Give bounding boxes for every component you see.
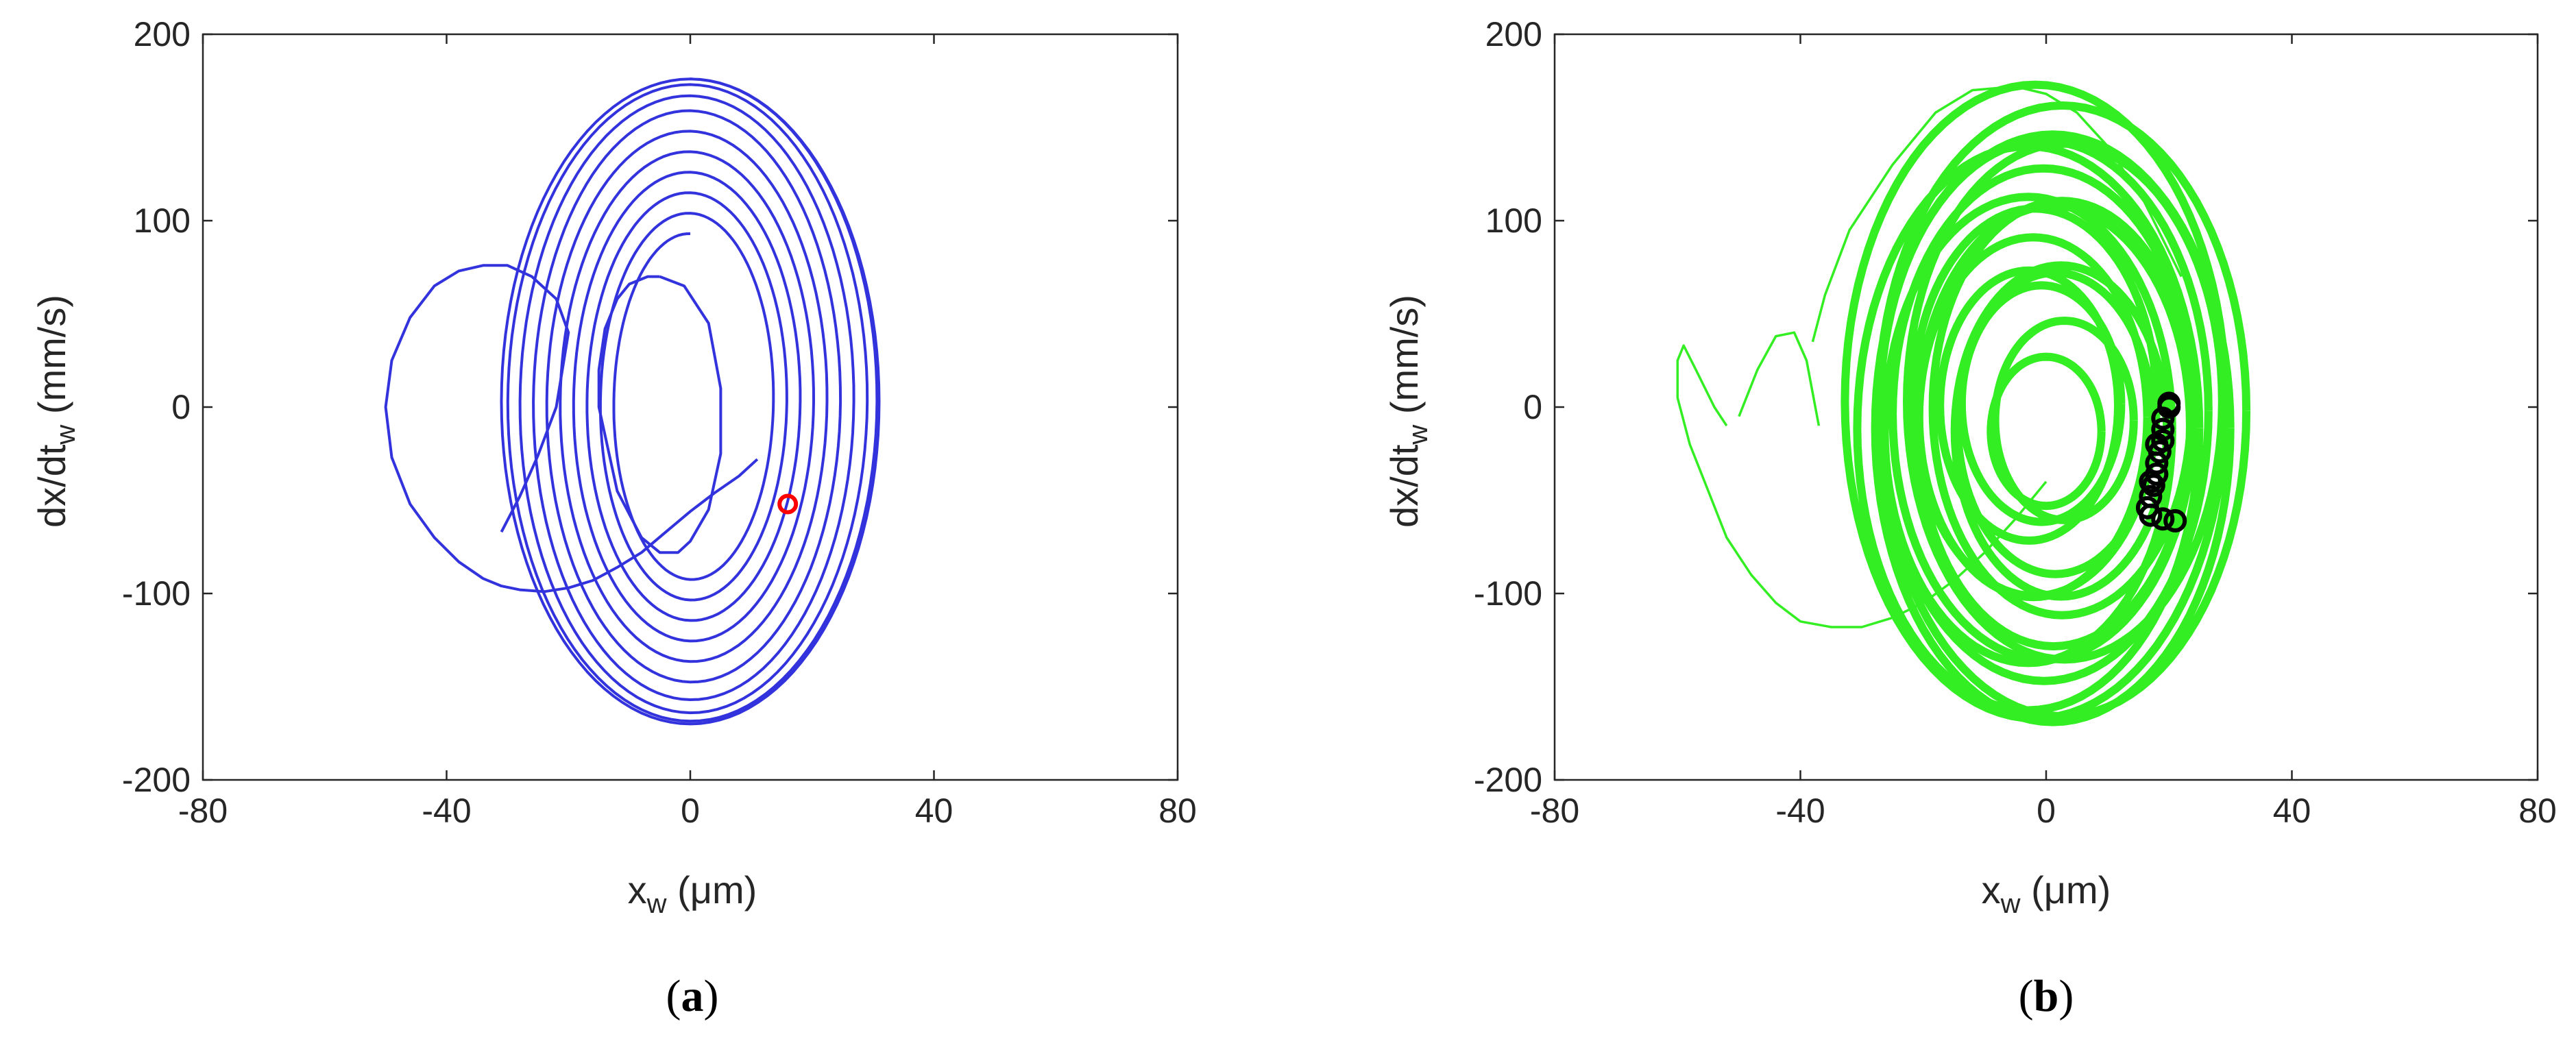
panel-a-xlabel: xw (μm) — [628, 868, 757, 919]
panel-a-xtick-label-0: -80 — [178, 792, 228, 830]
panel-b-marker-10 — [2139, 503, 2163, 527]
panel-b-xlabel: xw (μm) — [1982, 868, 2111, 919]
panel-a-series-transient — [384, 264, 759, 593]
panel-b-marker-7 — [2141, 474, 2165, 498]
panel-b-ylabel: dx/dtw (mm/s) — [1383, 295, 1433, 528]
panel-b-data — [1676, 80, 2251, 726]
panel-b-series-left-tail — [1738, 331, 1821, 426]
panel-b-marker-15 — [2139, 469, 2163, 493]
panel-b-marker-13 — [2157, 391, 2181, 415]
panel-a-ytick-label-1: -100 — [122, 574, 191, 613]
panel-a-xtick-label-1: -40 — [422, 792, 471, 830]
panel-b-ytick-label-3: 100 — [1485, 201, 1542, 240]
panel-a-xtick-label-2: 0 — [681, 792, 700, 830]
panel-a-caption: (a) — [666, 971, 719, 1021]
panel-b-xtick-label-3: 40 — [2273, 792, 2311, 830]
panel-b-ytick-label-2: 0 — [1523, 388, 1542, 426]
panel-b-xtick-label-1: -40 — [1775, 792, 1825, 830]
panel-b-marker-14 — [2145, 432, 2169, 456]
panel-b-ytick-label-1: -100 — [1474, 574, 1542, 613]
panel-b-marker-11 — [2151, 507, 2175, 531]
panel-b: -80 -40 0 40 80 -200 -100 0 100 200 xw (μm) dx/dt… — [1383, 15, 2557, 1021]
panel-b-series-dense-band — [1840, 80, 2251, 726]
panel-b-ytick-label-0: -200 — [1474, 761, 1542, 799]
panel-b-marker-12 — [2163, 509, 2187, 532]
panel-a: -80 -40 0 40 80 -200 -100 0 100 200 xw (μm) dx/dt… — [30, 15, 1197, 1021]
panel-a-xtick-label-3: 40 — [915, 792, 953, 830]
panel-a-ytick-label-0: -200 — [122, 761, 191, 799]
panel-a-marker-0 — [777, 493, 799, 515]
panel-a-data — [384, 77, 881, 726]
panel-b-xtick-label-2: 0 — [2037, 792, 2056, 830]
panel-b-caption: (b) — [2019, 971, 2074, 1021]
panel-a-axis-ticks: -80 -40 0 40 80 -200 -100 0 100 200 — [122, 15, 1197, 830]
panel-a-axes-box — [202, 33, 1179, 781]
panel-a-ylabel: dx/dtw (mm/s) — [30, 295, 81, 528]
panel-b-ytick-label-4: 200 — [1485, 15, 1542, 53]
panel-a-xtick-label-4: 80 — [1158, 792, 1197, 830]
panel-b-xtick-label-4: 80 — [2518, 792, 2557, 830]
panel-b-xtick-label-0: -80 — [1530, 792, 1579, 830]
panel-a-ytick-label-3: 100 — [134, 201, 191, 240]
panel-a-ytick-label-4: 200 — [134, 15, 191, 53]
panel-a-series-nested-spiral — [500, 77, 881, 726]
panel-a-series-inner-loop — [597, 275, 722, 554]
panel-a-plot-area — [202, 33, 1179, 781]
panel-b-axis-ticks: -80 -40 0 40 80 -200 -100 0 100 200 — [1474, 15, 2557, 830]
panel-a-ytick-label-2: 0 — [171, 388, 191, 426]
panel-b-plot-area — [1553, 33, 2539, 781]
